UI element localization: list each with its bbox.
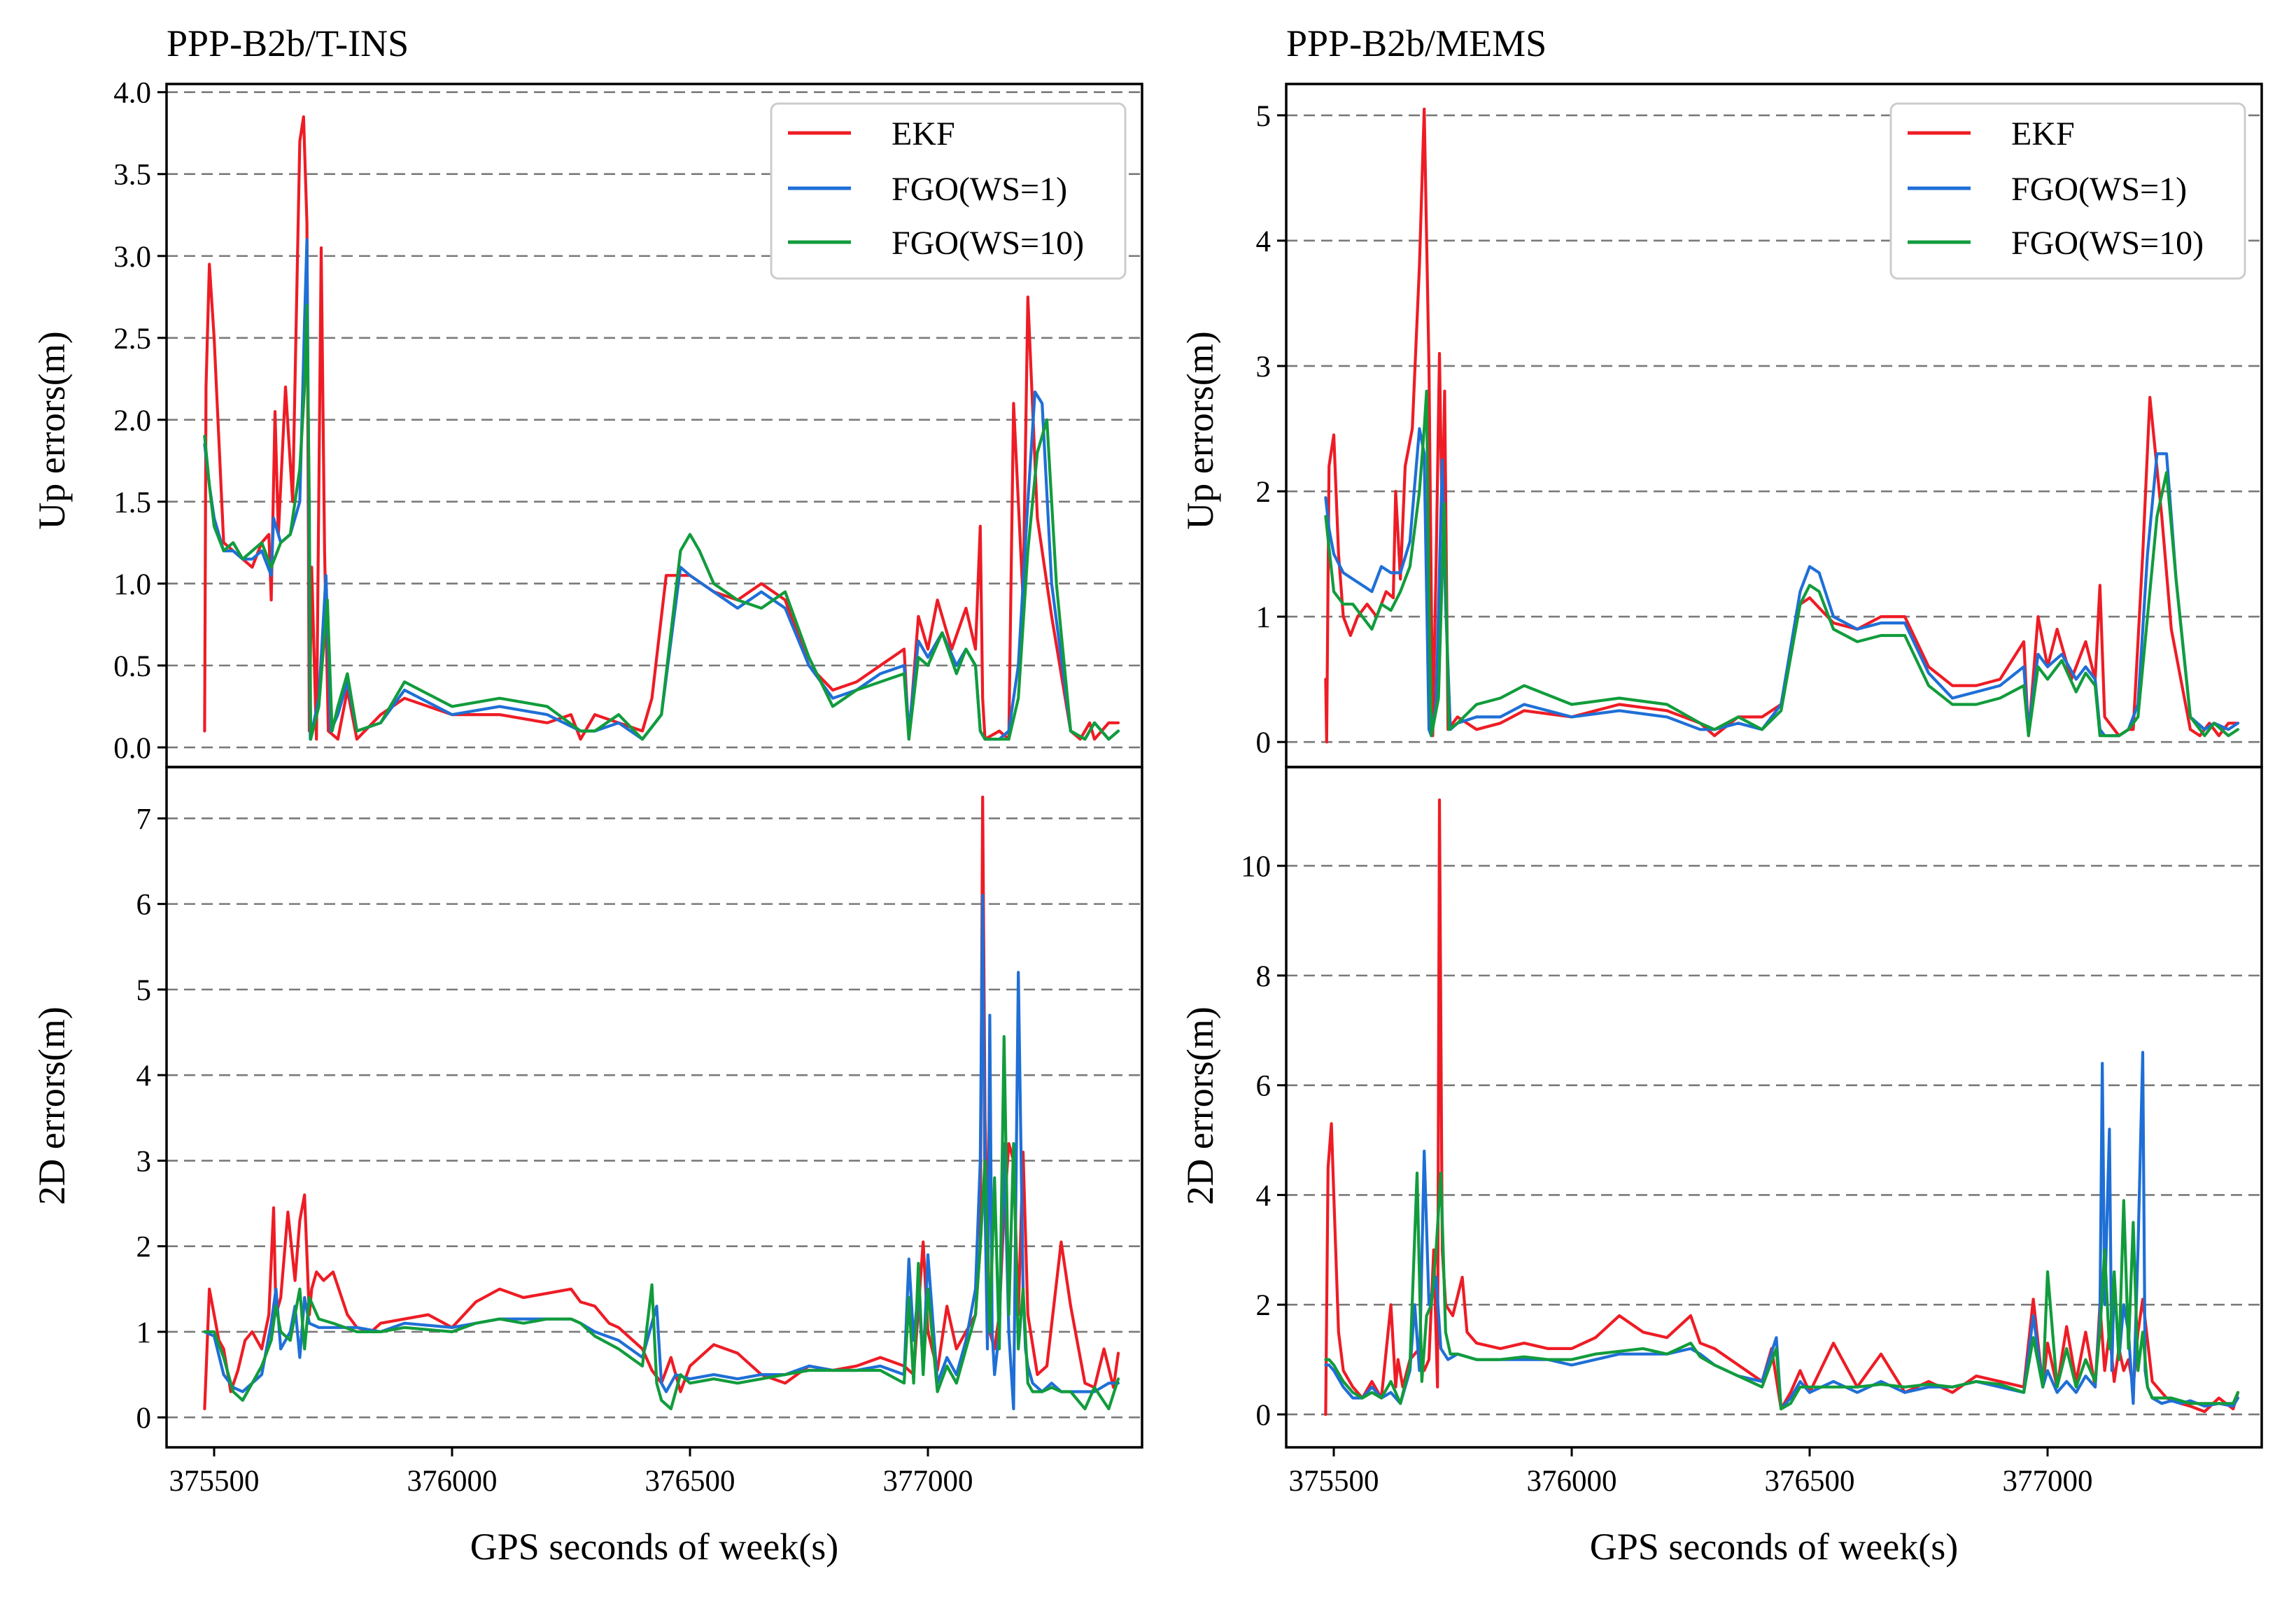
y-tick-label: 4 — [1256, 225, 1272, 258]
y-tick-label: 1 — [1256, 601, 1272, 634]
y-tick-label: 2 — [1256, 476, 1272, 509]
y-tick-label: 0 — [1256, 726, 1272, 759]
y-tick-label: 10 — [1241, 850, 1271, 883]
right-panel-title: PPP-B2b/MEMS — [1286, 22, 1547, 64]
chart-up-mems: 0 1 2 3 4 5 Up errors(m) EKF FGO(WS=1) FGO(WS… — [1179, 100, 2262, 759]
x-tick-label: 376500 — [645, 1465, 735, 1498]
axes-2d-tins: 0 1 2 3 4 5 6 7 375500 376000 376500 377000 — [136, 803, 973, 1498]
legend-up-tins: EKF FGO(WS=1) FGO(WS=10) — [770, 102, 1127, 280]
y-axis-label-2d-mems: 2D errors(m) — [1179, 1006, 1221, 1204]
y-tick-label: 2 — [136, 1231, 152, 1264]
legend-up-mems: EKF FGO(WS=1) FGO(WS=10) — [1889, 102, 2246, 280]
legend-label-ekf: EKF — [892, 115, 955, 153]
series-line-fgo-ws-10 — [203, 303, 1120, 741]
x-tick-label: 375500 — [169, 1465, 260, 1498]
x-tick-label: 377000 — [883, 1465, 973, 1498]
y-tick-label: 2.5 — [113, 323, 151, 356]
y-tick-label: 4 — [136, 1060, 152, 1092]
left-panel-title: PPP-B2b/T-INS — [167, 22, 409, 64]
chart-2d-mems: 0 2 4 6 8 10 375500 376000 376500 377000 2D error… — [1179, 798, 2262, 1568]
y-tick-label: 8 — [1256, 960, 1272, 993]
y-tick-label: 6 — [136, 889, 152, 922]
legend-label-fgo-ws10: FGO(WS=10) — [892, 225, 1084, 262]
frame-bottom-right — [1285, 766, 2263, 1449]
frame-bottom-left — [165, 766, 1143, 1449]
y-tick-label: 4.0 — [113, 77, 151, 110]
legend-label-fgo-ws1: FGO(WS=1) — [2011, 171, 2187, 208]
x-tick-label: 377000 — [2003, 1465, 2093, 1498]
legend-label-ekf: EKF — [2011, 115, 2075, 153]
series-group-2d-mems — [1324, 798, 2240, 1417]
series-line-fgo-ws-10 — [1324, 1171, 2240, 1411]
y-tick-label: 4 — [1256, 1179, 1272, 1212]
series-group-up-tins — [203, 115, 1120, 741]
y-axis-label-2d-tins: 2D errors(m) — [31, 1006, 73, 1204]
y-axis-label-up-mems: Up errors(m) — [1179, 331, 1221, 529]
y-tick-label: 1 — [136, 1316, 152, 1349]
series-line-fgo-ws-1 — [203, 894, 1120, 1411]
y-axis-up-mems: 0 1 2 3 4 5 — [1256, 100, 1286, 759]
x-axis-label-2d-tins: GPS seconds of week(s) — [470, 1526, 838, 1568]
y-tick-label: 5 — [1256, 100, 1272, 133]
x-tick-label: 376500 — [1765, 1465, 1855, 1498]
y-tick-label: 2.0 — [113, 405, 151, 437]
y-tick-label: 3 — [136, 1145, 152, 1178]
y-tick-label: 5 — [136, 974, 152, 1007]
y-axis-label-up-tins: Up errors(m) — [31, 331, 73, 529]
series-group-up-mems — [1324, 107, 2240, 744]
y-tick-label: 0 — [136, 1402, 152, 1435]
legend-label-fgo-ws1: FGO(WS=1) — [892, 171, 1067, 208]
y-tick-label: 3 — [1256, 351, 1272, 384]
x-tick-label: 376000 — [407, 1465, 498, 1498]
y-axis-up-tins: 0.0 0.5 1.0 1.5 2.0 2.5 3.0 3.5 4.0 — [113, 77, 167, 765]
chart-2d-tins: 0 1 2 3 4 5 6 7 375500 376000 376500 377000 2D erro… — [31, 795, 1142, 1568]
legend-label-fgo-ws10: FGO(WS=10) — [2011, 225, 2204, 262]
y-tick-label: 0.5 — [113, 650, 151, 683]
x-tick-label: 376000 — [1527, 1465, 1617, 1498]
y-tick-label: 0 — [1256, 1399, 1272, 1432]
x-axis-label-2d-mems: GPS seconds of week(s) — [1590, 1526, 1958, 1568]
y-tick-label: 3.5 — [113, 159, 151, 192]
series-line-fgo-ws-10 — [1324, 389, 2240, 738]
y-tick-label: 2 — [1256, 1289, 1272, 1322]
chart-up-tins: 0.0 0.5 1.0 1.5 2.0 2.5 3.0 3.5 4.0 Up errors(m)… — [31, 77, 1142, 765]
axes-2d-mems: 0 2 4 6 8 10 375500 376000 376500 377000 — [1241, 850, 2093, 1498]
legend-box — [1889, 102, 2246, 280]
series-group-2d-tins — [203, 795, 1120, 1411]
x-tick-label: 375500 — [1289, 1465, 1379, 1498]
y-tick-label: 1.5 — [113, 486, 151, 519]
y-tick-label: 7 — [136, 803, 152, 836]
series-line-fgo-ws-1 — [1324, 427, 2240, 738]
series-line-fgo-ws-10 — [203, 1034, 1120, 1411]
y-tick-label: 1.0 — [113, 568, 151, 601]
y-tick-label: 0.0 — [113, 732, 151, 765]
y-tick-label: 3.0 — [113, 241, 151, 274]
y-tick-label: 6 — [1256, 1070, 1272, 1103]
legend-box — [770, 102, 1127, 280]
grid-lines-2d-mems — [1286, 864, 2262, 1416]
